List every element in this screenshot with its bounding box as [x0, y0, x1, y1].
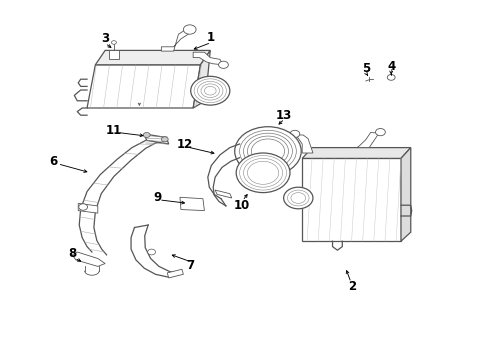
Polygon shape — [87, 65, 200, 108]
Text: 3: 3 — [101, 32, 109, 45]
Polygon shape — [161, 30, 193, 51]
Circle shape — [143, 132, 150, 138]
Polygon shape — [180, 197, 204, 211]
Text: 10: 10 — [233, 199, 250, 212]
Polygon shape — [302, 158, 400, 241]
Polygon shape — [144, 134, 168, 144]
Text: 2: 2 — [347, 280, 355, 293]
Polygon shape — [193, 50, 210, 108]
Polygon shape — [302, 148, 410, 158]
Text: 5: 5 — [361, 62, 369, 75]
Circle shape — [386, 75, 394, 80]
Polygon shape — [78, 203, 98, 213]
Circle shape — [283, 187, 312, 209]
Circle shape — [147, 249, 155, 255]
Text: 1: 1 — [206, 31, 214, 44]
Text: 8: 8 — [68, 247, 76, 260]
Polygon shape — [400, 148, 410, 241]
Circle shape — [79, 204, 87, 210]
Text: 7: 7 — [186, 259, 194, 272]
Polygon shape — [356, 132, 378, 148]
Polygon shape — [72, 252, 105, 266]
Polygon shape — [295, 135, 312, 153]
Circle shape — [236, 153, 289, 193]
Circle shape — [289, 130, 299, 138]
Text: 4: 4 — [386, 60, 394, 73]
Text: 11: 11 — [105, 124, 122, 137]
Text: 13: 13 — [275, 109, 291, 122]
Polygon shape — [215, 190, 231, 198]
Polygon shape — [193, 52, 222, 65]
Circle shape — [218, 61, 228, 68]
Polygon shape — [95, 50, 210, 65]
Text: 12: 12 — [176, 138, 193, 151]
Circle shape — [234, 127, 301, 176]
Text: 6: 6 — [50, 156, 58, 168]
Text: 9: 9 — [153, 191, 161, 204]
Circle shape — [161, 137, 168, 142]
Polygon shape — [167, 269, 183, 278]
Circle shape — [190, 76, 229, 105]
Circle shape — [183, 25, 196, 34]
Circle shape — [111, 41, 116, 44]
Circle shape — [375, 129, 385, 136]
Bar — [108, 50, 119, 59]
